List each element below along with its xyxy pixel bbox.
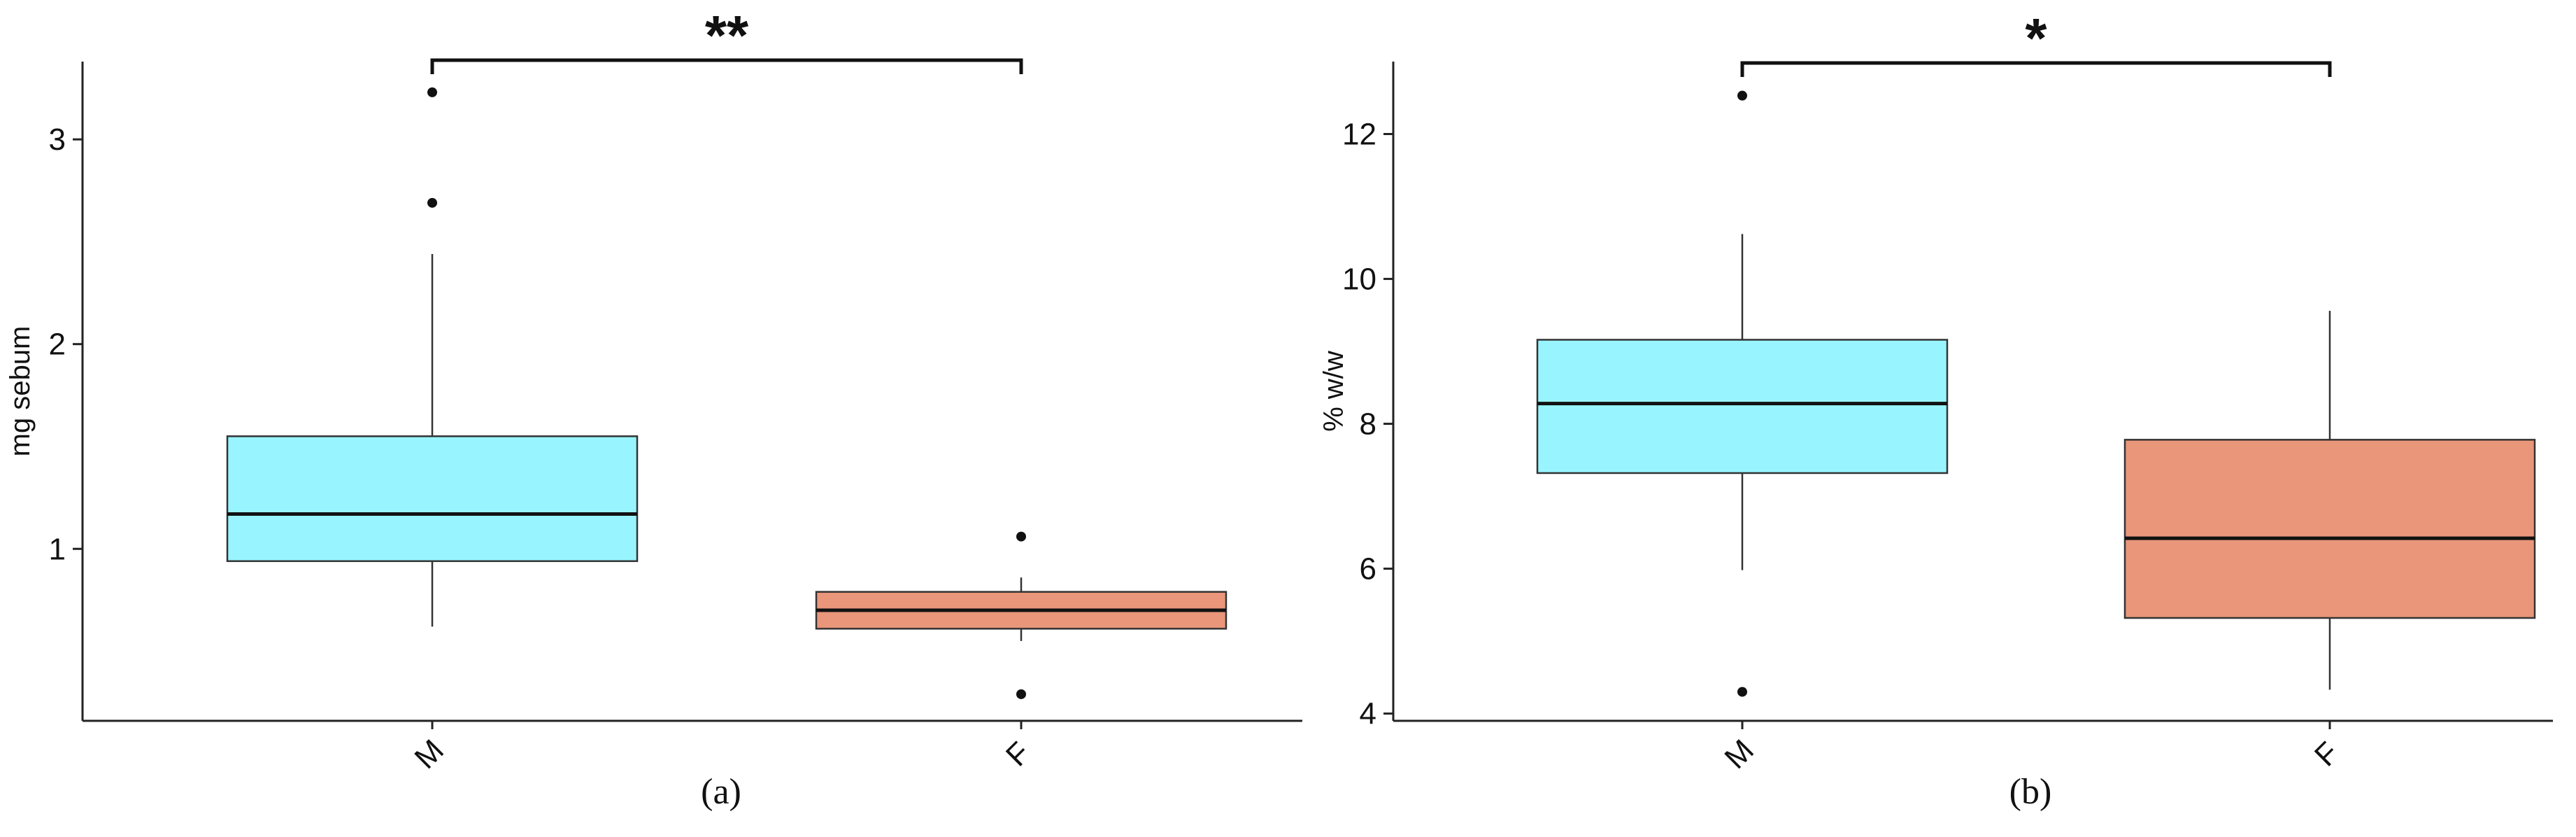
outlier-point <box>427 87 437 97</box>
panel-caption: (a) <box>701 772 741 812</box>
x-tick-label: M <box>1718 733 1760 775</box>
y-tick-label: 6 <box>1360 552 1376 586</box>
outlier-point <box>1016 531 1026 542</box>
y-tick-label: 12 <box>1342 118 1376 152</box>
significance-label: ** <box>705 4 749 66</box>
y-axis-title: mg sebum <box>5 326 36 457</box>
y-tick-label: 1 <box>49 532 66 566</box>
y-axis-title: % w/w <box>1318 351 1349 432</box>
outlier-point <box>1737 687 1747 697</box>
x-tick-label: F <box>2308 736 2346 773</box>
outlier-point <box>1016 689 1026 699</box>
panel-b: 4 6 8 10 12 % w/w M F * (b) <box>1318 7 2553 812</box>
y-tick-label: 2 <box>49 328 66 362</box>
box-M <box>226 435 639 563</box>
x-tick-label: F <box>999 736 1037 773</box>
y-tick-label: 3 <box>49 122 66 157</box>
panel-caption: (b) <box>2009 772 2052 812</box>
outlier-point <box>427 197 437 208</box>
x-tick-label: M <box>408 733 450 775</box>
panel-a: 1 2 3 mg sebum M F ** (a) <box>5 4 1302 812</box>
y-tick-label: 8 <box>1360 407 1376 442</box>
y-tick-label: 10 <box>1342 262 1376 297</box>
outlier-point <box>1737 90 1747 101</box>
box-M <box>1536 339 1949 474</box>
significance-label: * <box>2025 7 2047 69</box>
significance-bracket <box>1740 61 2332 77</box>
y-tick-label: 4 <box>1360 697 1376 731</box>
significance-bracket <box>430 58 1023 74</box>
box-F <box>2123 439 2536 619</box>
